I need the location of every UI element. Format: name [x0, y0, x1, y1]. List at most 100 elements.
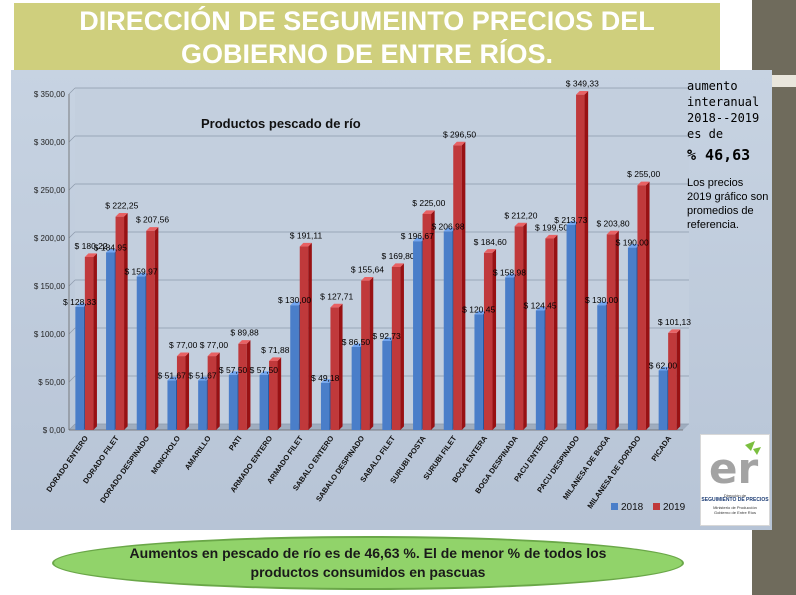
bar-2019-face	[576, 94, 585, 431]
bar-2019-side	[246, 340, 251, 430]
legend-label-2018: 2018	[621, 502, 644, 513]
bar-2019-face	[545, 238, 554, 430]
y-tick-label: $ 150,00	[34, 282, 66, 291]
bar-2019-top	[576, 91, 589, 95]
data-label-2018: $ 128,33	[63, 297, 96, 307]
gridline-depth	[68, 327, 76, 335]
data-label-2018: $ 92,73	[372, 331, 401, 341]
category-label: MILANESA DE DORADO	[585, 434, 642, 510]
data-label-2019: $ 77,00	[169, 340, 198, 350]
bar-2019	[299, 242, 312, 430]
bar-2018-face	[75, 306, 84, 430]
annotation-percent: % 46,63	[687, 146, 751, 164]
legend-swatch-2019	[653, 503, 660, 510]
data-label-2018: $ 51,67	[188, 370, 217, 380]
bar-2019	[514, 222, 527, 430]
bar-chart: $ 0,00 $ 50,00 $ 100,00 $ 150,00 $ 200,00 $ 2…	[34, 79, 691, 513]
bar-2018-top	[382, 337, 395, 341]
bar-2019-top	[391, 263, 404, 267]
data-label-2019: $ 255,00	[627, 169, 660, 179]
bar-2018-top	[320, 379, 334, 383]
data-label-2019: $ 89,88	[230, 328, 259, 338]
bar-2019-face	[606, 234, 616, 430]
bar-2019-side	[154, 227, 159, 430]
bar-2018-top	[443, 227, 456, 232]
bar-2019-face	[330, 307, 339, 430]
bar-2018-top	[658, 366, 671, 371]
bar-2018-face	[505, 277, 514, 430]
data-label-2018: $ 158,98	[493, 267, 526, 277]
data-label-2019: $ 71,88	[261, 345, 290, 355]
bar-2019-face	[299, 246, 309, 430]
plot-floor	[69, 424, 689, 430]
title-banner: DIRECCIÓN DE SEGUMEINTO PRECIOS DEL GOBI…	[14, 3, 720, 73]
bar-2019	[207, 352, 220, 430]
bar-2019	[361, 276, 374, 430]
bar-2019	[422, 210, 435, 430]
data-label-2019: $ 225,00	[412, 198, 445, 208]
bar-2018-face	[167, 380, 176, 430]
bar-2019-face	[207, 356, 217, 430]
y-tick-label: $ 0,00	[43, 426, 66, 435]
bar-2018-top	[259, 371, 272, 375]
bar-2019	[576, 91, 589, 431]
bar-2019-face	[668, 332, 677, 430]
bar-2019-top	[146, 227, 159, 231]
bar-2019-face	[115, 216, 125, 430]
bar-2019-face	[84, 256, 94, 430]
bar-2018-top	[75, 303, 88, 307]
annotation-line-3: 2018--2019	[687, 111, 760, 125]
bar-2018-face	[443, 231, 453, 430]
bar-2019	[606, 230, 619, 430]
data-label-2018: $ 184,95	[94, 242, 127, 252]
bar-2019-side	[277, 357, 282, 430]
category-label: PICADA	[649, 434, 673, 463]
data-label-2019: $ 199,50	[535, 222, 568, 232]
data-label-2019: $ 184,60	[474, 237, 507, 247]
y-tick-label: $ 200,00	[34, 234, 66, 243]
bar-2018-face	[566, 224, 576, 430]
bar-2018-top	[627, 244, 641, 248]
logo-text-4: Gobierno de Entre Ríos	[713, 510, 757, 515]
legend-swatch-2018	[611, 503, 618, 510]
bar-2019	[330, 303, 343, 430]
bar-2019-side	[492, 249, 497, 430]
data-label-2018: $ 62,00	[649, 360, 678, 370]
gridline-depth	[68, 87, 76, 95]
bar-2019-top	[668, 329, 681, 333]
gridline-depth	[68, 279, 76, 287]
bar-2019-top	[84, 253, 97, 257]
bar-2019	[453, 141, 466, 431]
page-title: DIRECCIÓN DE SEGUMEINTO PRECIOS DEL GOBI…	[79, 6, 655, 69]
data-label-2019: $ 222,25	[105, 201, 138, 211]
y-tick-label: $ 100,00	[34, 330, 66, 339]
bar-2019-top	[330, 303, 343, 308]
bar-2018-top	[106, 248, 119, 253]
data-label-2019: $ 101,13	[658, 317, 691, 327]
bar-2019-side	[431, 210, 435, 430]
bar-2019-side	[124, 213, 128, 430]
data-label-2018: $ 159,97	[124, 266, 157, 276]
data-label-2018: $ 213,73	[554, 215, 587, 225]
bar-2019-top	[453, 141, 466, 146]
bar-2019-top	[115, 213, 128, 217]
data-label-2019: $ 191,11	[290, 231, 323, 241]
bar-2018-top	[474, 310, 487, 315]
bar-2018-face	[382, 340, 391, 430]
gridline-depth	[68, 135, 76, 143]
bar-2018-face	[658, 370, 668, 430]
bar-2018-face	[597, 305, 606, 430]
bar-2019-face	[483, 252, 493, 430]
data-label-2019: $ 212,20	[504, 210, 537, 220]
bar-2019	[545, 234, 558, 430]
data-label-2019: $ 77,00	[200, 340, 229, 350]
gridline-depth	[68, 231, 76, 239]
data-label-2019: $ 207,56	[136, 215, 169, 225]
bar-2018-face	[474, 314, 483, 430]
bar-2019-top	[269, 357, 282, 361]
bar-2018-face	[320, 382, 330, 430]
gridline-depth	[68, 375, 76, 383]
bar-2019	[115, 213, 128, 430]
bar-2018-top	[535, 306, 548, 311]
data-label-2019: $ 169,80	[382, 251, 415, 261]
